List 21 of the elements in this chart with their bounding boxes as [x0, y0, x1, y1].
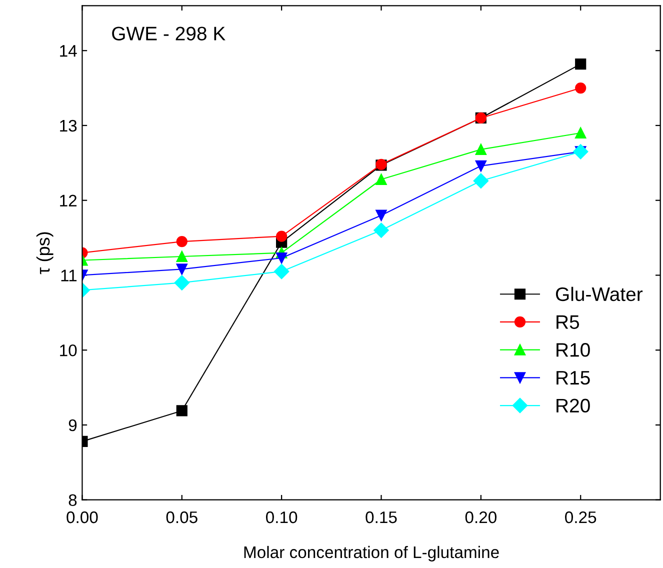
x-tick-label: 0.20: [465, 511, 496, 524]
annotation: GWE - 298 K: [112, 26, 226, 40]
legend-label: Glu-Water: [556, 286, 643, 302]
legend-label: R10: [556, 343, 590, 357]
y-tick-label: 13: [60, 120, 77, 132]
y-tick-label: 8: [68, 494, 77, 506]
y-tick-label: 12: [60, 194, 77, 206]
y-tick-label: 11: [61, 270, 77, 282]
legend-label: R20: [556, 398, 590, 413]
x-axis-title: Molar concentration of L-glutamine: [244, 546, 499, 562]
y-tick-label: 10: [60, 344, 77, 356]
y-tick-label: 14: [60, 45, 77, 57]
x-tick-label: 0.10: [266, 511, 298, 524]
legend-label: R5: [556, 315, 580, 329]
x-tick-label: 0.25: [565, 511, 596, 524]
x-tick-label: 0.05: [166, 511, 198, 524]
x-tick-label: 0.15: [366, 511, 397, 524]
legend-label: R15: [556, 371, 590, 385]
x-tick-label: 0.00: [66, 511, 98, 524]
y-axis-title: τ (ps): [36, 232, 54, 274]
y-tick-label: 9: [68, 419, 77, 432]
